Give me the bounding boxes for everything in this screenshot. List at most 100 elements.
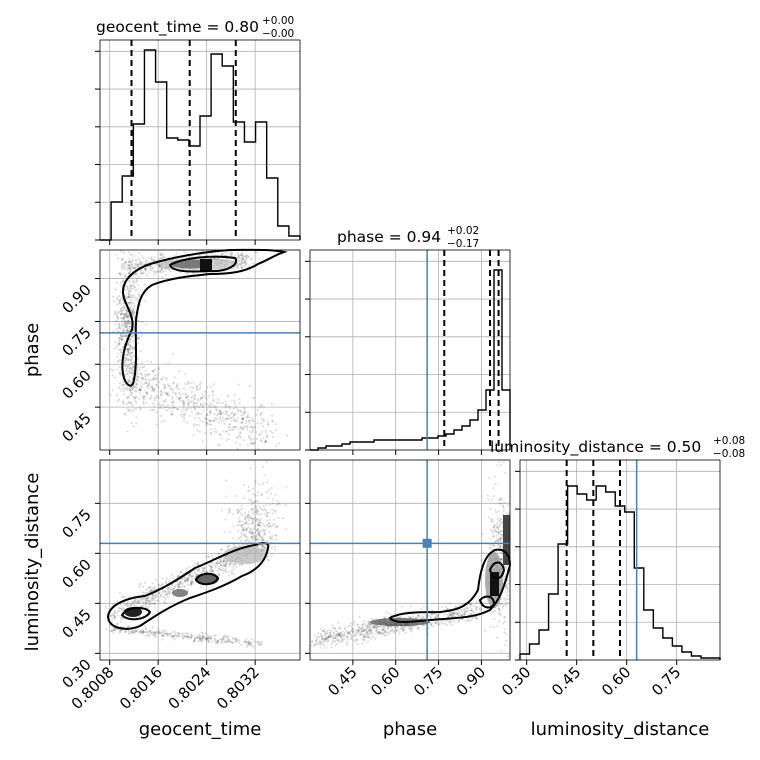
scatter-point <box>345 643 349 646</box>
scatter-point <box>263 533 266 536</box>
scatter-point <box>470 617 473 620</box>
scatter-point <box>132 314 135 317</box>
scatter-point <box>202 569 205 572</box>
scatter-point <box>127 257 131 260</box>
scatter-point <box>239 539 242 542</box>
scatter-point <box>222 560 226 563</box>
scatter-point <box>156 270 159 273</box>
scatter-point <box>163 387 166 390</box>
scatter-point <box>188 574 191 577</box>
scatter-point <box>251 419 254 422</box>
scatter-point <box>234 442 238 445</box>
scatter-point <box>117 325 121 328</box>
scatter-point <box>119 348 122 351</box>
scatter-point <box>135 272 138 275</box>
scatter-point <box>129 338 132 341</box>
scatter-point <box>196 388 199 392</box>
scatter-point <box>126 624 129 627</box>
scatter-point <box>147 387 150 390</box>
scatter-point <box>128 367 131 370</box>
scatter-point <box>150 258 153 261</box>
scatter-point <box>128 347 131 350</box>
scatter-point <box>246 428 249 431</box>
scatter-point <box>212 400 215 403</box>
scatter-point <box>143 283 146 286</box>
scatter-point <box>133 311 136 314</box>
scatter-point <box>380 632 383 635</box>
scatter-point <box>461 610 464 613</box>
scatter-point <box>177 586 180 589</box>
scatter-point <box>259 524 263 527</box>
scatter-point <box>114 612 117 615</box>
scatter-point <box>332 639 335 642</box>
scatter-point <box>261 411 264 415</box>
scatter-point <box>123 363 126 366</box>
scatter-point <box>204 566 207 570</box>
scatter-point <box>481 551 484 554</box>
scatter-point <box>159 270 162 273</box>
scatter-point <box>170 573 173 577</box>
scatter-point <box>127 319 130 323</box>
scatter-point <box>223 564 226 567</box>
scatter-point <box>258 640 261 644</box>
scatter-point <box>256 518 259 521</box>
scatter-point <box>191 395 194 398</box>
scatter-point <box>445 623 448 627</box>
scatter-point <box>234 641 238 644</box>
scatter-point <box>127 400 130 404</box>
scatter-point <box>223 530 226 533</box>
scatter-point <box>497 605 500 608</box>
panel-frame <box>309 249 511 451</box>
scatter-point <box>144 373 147 376</box>
scatter-point <box>127 279 130 282</box>
scatter-point <box>228 570 231 573</box>
scatter-point <box>255 538 258 541</box>
scatter-point <box>356 642 360 646</box>
scatter-point <box>147 634 150 638</box>
scatter-point <box>412 625 415 628</box>
scatter-point <box>323 629 326 632</box>
scatter-point <box>136 371 139 374</box>
scatter-point <box>142 398 145 401</box>
scatter-point <box>158 266 162 269</box>
scatter-point <box>196 413 199 416</box>
scatter-point <box>261 539 264 542</box>
scatter-point <box>151 597 154 600</box>
scatter-point <box>138 251 141 254</box>
scatter-point <box>253 536 256 539</box>
scatter-point <box>251 425 254 428</box>
scatter-point <box>132 328 135 331</box>
scatter-point <box>125 321 128 324</box>
scatter-point <box>136 334 139 337</box>
scatter-point <box>223 641 226 644</box>
scatter-point <box>153 390 156 393</box>
scatter-point <box>136 357 140 360</box>
scatter-point <box>135 386 139 389</box>
scatter-point <box>119 373 122 376</box>
scatter-point <box>210 637 213 640</box>
scatter-point <box>219 558 222 561</box>
scatter-point <box>152 633 155 636</box>
scatter-point <box>236 266 239 269</box>
scatter-point <box>260 422 263 425</box>
scatter-point <box>241 255 244 258</box>
scatter-point <box>262 425 265 428</box>
scatter-point <box>253 538 256 541</box>
scatter-point <box>264 547 268 550</box>
scatter-point <box>256 529 259 532</box>
scatter-point <box>167 587 170 590</box>
scatter-point <box>124 288 127 291</box>
scatter-point <box>208 569 212 573</box>
scatter-point <box>244 255 247 258</box>
scatter-point <box>134 630 137 633</box>
scatter-point <box>377 625 380 628</box>
scatter-point <box>177 582 180 585</box>
scatter-point <box>155 376 158 379</box>
scatter-point <box>264 441 267 444</box>
scatter-point <box>127 261 130 264</box>
scatter-point <box>157 366 160 369</box>
scatter-point <box>496 636 499 639</box>
scatter-point <box>147 599 150 603</box>
scatter-point <box>144 259 147 262</box>
scatter-point <box>271 502 274 505</box>
